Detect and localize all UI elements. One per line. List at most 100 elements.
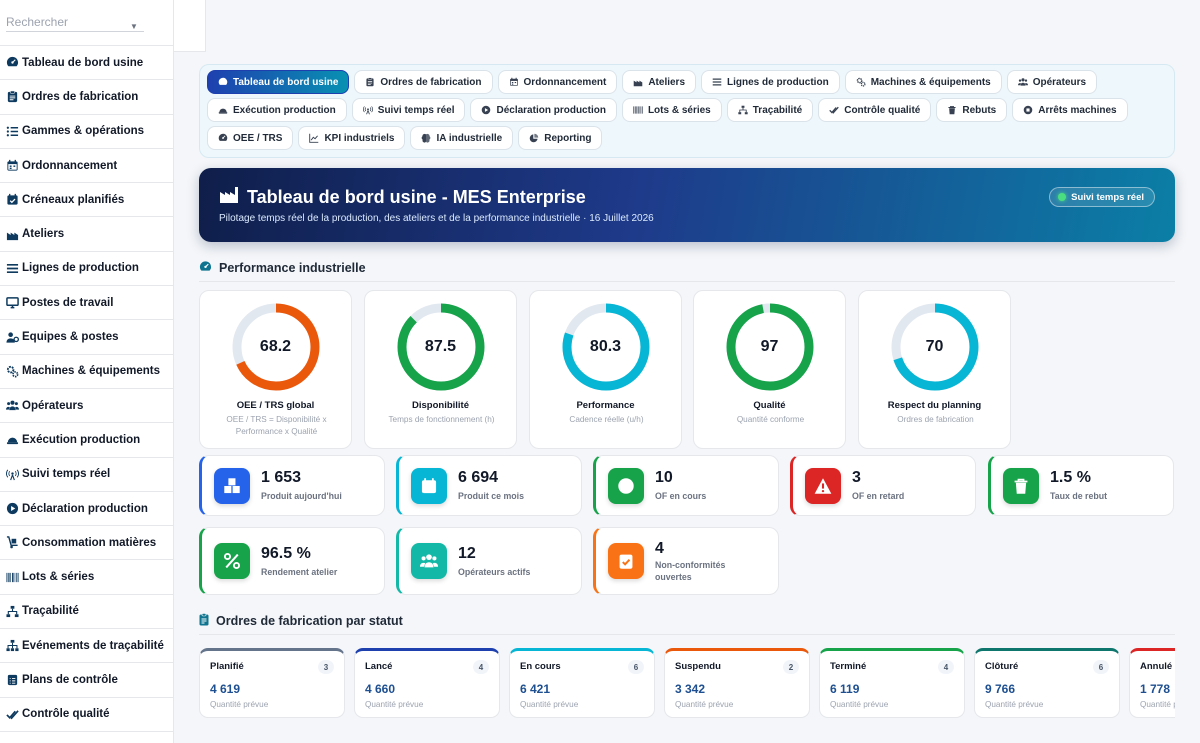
tab[interactable]: Lignes de production	[701, 70, 840, 94]
tab[interactable]: IA industrielle	[410, 126, 514, 150]
tab[interactable]: Opérateurs	[1006, 70, 1098, 94]
industry-icon	[633, 77, 643, 87]
status-quantity: 9 766	[985, 682, 1016, 696]
tab[interactable]: Rebuts	[936, 98, 1008, 122]
tab[interactable]: Suivi temps réel	[351, 98, 466, 122]
status-name: En cours	[520, 661, 561, 672]
top-strip	[174, 0, 206, 52]
kpi-card: 6 694 Produit ce mois	[396, 455, 582, 516]
sidebar-item-label: Postes de travail	[22, 296, 114, 309]
sidebar-nav: Tableau de bord usine Ordres de fabricati…	[0, 46, 173, 732]
tab-label: Contrôle qualité	[844, 104, 921, 116]
sidebar-item[interactable]: Gammes & opérations	[0, 115, 173, 149]
sitemap-icon	[5, 604, 19, 618]
status-card[interactable]: En cours 6 6 421 Quantité prévue	[509, 648, 655, 718]
tab[interactable]: Arrêts machines	[1012, 98, 1128, 122]
sidebar-item[interactable]: Postes de travail	[0, 286, 173, 321]
kpi-label: Produit ce mois	[458, 491, 524, 501]
sidebar-item[interactable]: Plans de contrôle	[0, 663, 173, 698]
realtime-badge[interactable]: Suivi temps réel	[1049, 187, 1155, 207]
sitemap-icon	[738, 105, 748, 115]
status-card[interactable]: Lancé 4 4 660 Quantité prévue	[354, 648, 500, 718]
status-card[interactable]: Suspendu 2 3 342 Quantité prévue	[664, 648, 810, 718]
status-name: Lancé	[365, 661, 393, 672]
check-double-icon	[829, 105, 839, 115]
tab[interactable]: Tableau de bord usine	[207, 70, 350, 94]
sidebar-item[interactable]: Suivi temps réel	[0, 458, 173, 492]
live-dot-icon	[1058, 193, 1067, 201]
sidebar-item[interactable]: Opérateurs	[0, 389, 173, 424]
tab[interactable]: Reporting	[518, 126, 603, 150]
tab[interactable]: Lots & séries	[621, 98, 722, 122]
kpi-card: 1 653 Produit aujourd'hui	[199, 455, 385, 516]
sidebar-item[interactable]: Contrôle qualité	[0, 698, 173, 732]
status-sub-label: Quantité prévue	[210, 700, 269, 709]
sidebar-item[interactable]: Exécution production	[0, 423, 173, 458]
status-card[interactable]: Clôturé 6 9 766 Quantité prévue	[974, 648, 1120, 718]
sidebar-item-label: Exécution production	[22, 433, 141, 446]
sidebar-item[interactable]: Déclaration production	[0, 492, 173, 527]
kpi-card: 12 Opérateurs actifs	[396, 527, 582, 595]
sidebar-item[interactable]: Ordres de fabrication	[0, 80, 173, 115]
gauge-value: 70	[925, 338, 944, 355]
sidebar-item[interactable]: Tableau de bord usine	[0, 46, 173, 81]
orders-section-title: Ordres de fabrication par statut	[199, 613, 403, 629]
sidebar-item[interactable]: Traçabilité	[0, 595, 173, 630]
kpi-label: OF en cours	[655, 491, 707, 501]
tab-label: Traçabilité	[752, 104, 803, 116]
percent-icon	[214, 543, 250, 579]
sidebar-item[interactable]: Lignes de production	[0, 252, 173, 287]
barcode-icon	[633, 105, 643, 115]
kpi-value: 10	[655, 469, 673, 486]
sidebar-item-label: Tableau de bord usine	[22, 56, 144, 69]
tab[interactable]: Déclaration production	[470, 98, 617, 122]
sidebar-item-label: Lots & séries	[22, 571, 95, 584]
gauge-icon	[199, 260, 212, 275]
sidebar-item[interactable]: Ordonnancement	[0, 149, 173, 184]
stop-circle-icon	[1023, 105, 1033, 115]
sidebar-item[interactable]: Équipes & postes	[0, 320, 173, 355]
search-input[interactable]	[6, 13, 144, 32]
tab-label: Lignes de production	[727, 76, 829, 88]
gauge-ring	[726, 303, 814, 391]
status-card[interactable]: Terminé 4 6 119 Quantité prévue	[819, 648, 965, 718]
gauge-card: 87.5 Disponibilité Temps de fonctionnement…	[364, 290, 517, 449]
broadcast-icon	[5, 467, 19, 481]
status-sub-label: Quantité prévue	[1140, 700, 1175, 709]
sidebar-item[interactable]: Machines & équipements	[0, 355, 173, 389]
tab-label: IA industrielle	[436, 132, 503, 144]
sidebar-item[interactable]: Événements de traçabilité	[0, 629, 173, 664]
sidebar-search: ▼	[0, 0, 173, 46]
sidebar-item[interactable]: Créneaux planifiés	[0, 183, 173, 218]
dolly-icon	[5, 536, 19, 550]
tab[interactable]: Ordres de fabrication	[354, 70, 493, 94]
gauge-description: Temps de fonctionnement (h)	[388, 415, 495, 424]
hero-subtitle: Pilotage temps réel de la production, de…	[219, 213, 654, 224]
status-card[interactable]: Annulé 1 778 Quantité prévue	[1129, 648, 1175, 718]
sidebar-item-label: Suivi temps réel	[22, 468, 111, 481]
tab[interactable]: Contrôle qualité	[818, 98, 932, 122]
tab[interactable]: Ateliers	[622, 70, 697, 94]
sidebar-item[interactable]: Consommation matières	[0, 526, 173, 561]
kpi-value: 1.5 %	[1050, 469, 1091, 486]
tab[interactable]: KPI industriels	[298, 126, 406, 150]
status-quantity: 6 421	[520, 682, 551, 696]
sidebar-item[interactable]: Lots & séries	[0, 560, 173, 595]
tab[interactable]: OEE / TRS	[207, 126, 294, 150]
performance-section-title: Performance industrielle	[199, 260, 366, 275]
kpi-card: 3 OF en retard	[790, 455, 976, 516]
chevron-down-icon[interactable]: ▼	[130, 22, 138, 31]
status-card[interactable]: Planifié 3 4 619 Quantité prévue	[199, 648, 345, 718]
tab[interactable]: Traçabilité	[726, 98, 814, 122]
users-cog-icon	[5, 330, 19, 344]
module-tabs: Tableau de bord usine Ordres de fabricati…	[199, 64, 1175, 158]
broadcast-icon	[362, 105, 373, 115]
status-sub-label: Quantité prévue	[520, 700, 579, 709]
tab-label: Suivi temps réel	[377, 104, 455, 116]
sidebar-item[interactable]: Ateliers	[0, 217, 173, 252]
tab[interactable]: Ordonnancement	[497, 70, 618, 94]
status-row: Planifié 3 4 619 Quantité prévue Lancé 4 4 660…	[199, 648, 1175, 720]
tab[interactable]: Exécution production	[207, 98, 347, 122]
tab[interactable]: Machines & équipements	[844, 70, 1002, 94]
hero-title-text: Tableau de bord usine - MES Enterprise	[247, 187, 586, 207]
